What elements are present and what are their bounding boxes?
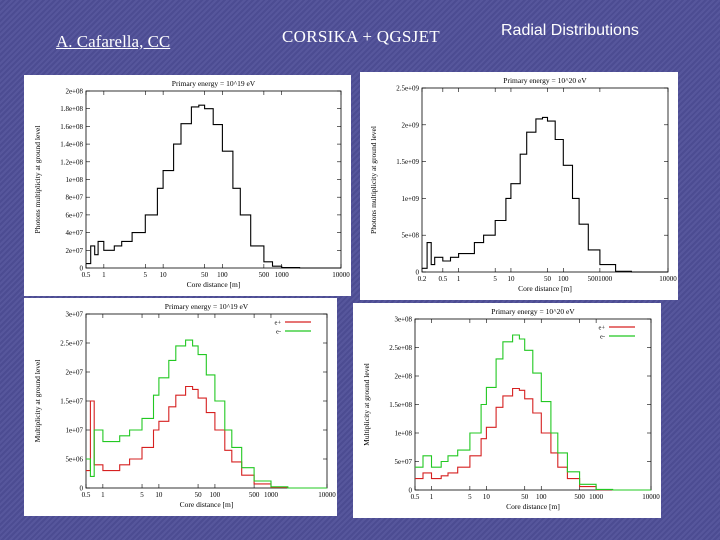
y-axis-label: Multiplicity at ground level [33,360,42,443]
x-tick-label: 10 [155,491,163,499]
y-tick-label: 2e+08 [394,373,412,381]
y-tick-label: 1.5e+08 [389,401,412,409]
x-tick-label: 50 [544,275,552,283]
plot-frame [421,87,669,273]
y-tick-label: 1e+08 [394,430,412,438]
x-tick-label: 5 [468,493,472,501]
y-tick-label: 1e+07 [65,427,83,435]
x-tick-label: 10000 [318,491,336,499]
series-line-e-a [415,387,651,491]
x-tick-label: 10000 [332,271,350,279]
legend-label: e- [600,334,605,341]
author-label: A. Cafarella, CC [56,32,171,51]
x-tick-label: 10000 [659,275,677,283]
x-tick-label: 100 [217,271,228,279]
x-tick-label: 1000 [264,491,279,499]
series-line-e-b [86,339,327,489]
x-tick-label: 0.2 [418,275,427,283]
chart-title: Primary energy = 10^20 eV [491,307,575,316]
x-tick-label: 50 [195,491,203,499]
y-tick-label: 0 [80,265,84,273]
x-tick-label: 100 [210,491,221,499]
y-tick-label: 3e+07 [65,311,83,319]
y-tick-label: 1e+09 [401,195,419,203]
y-axis-label: Photons multiplicity at ground level [33,126,42,234]
chart-title: Primary energy = 10^19 eV [172,79,256,88]
y-tick-label: 5e+06 [65,456,83,464]
x-tick-label: 100 [558,275,569,283]
x-tick-label: 0.5 [82,491,91,499]
x-tick-label: 5001000 [588,275,613,283]
y-tick-label: 1.5e+09 [396,158,419,166]
y-tick-label: 1.5e+07 [60,398,83,406]
y-tick-label: 3e+08 [394,316,412,324]
legend-label: e+ [274,320,281,327]
y-axis-label: Multiplicity at ground level [362,363,371,446]
y-tick-label: 2.5e+09 [396,85,419,93]
x-tick-label: 10 [483,493,491,501]
y-tick-label: 0 [409,487,413,495]
y-tick-label: 1.4e+08 [60,141,83,149]
chart-panel-photons-1e19: Primary energy = 10^19 eV 0 2e+07 4e+07 6e+0… [24,75,351,296]
x-tick-label: 1 [102,271,106,279]
x-axis-label: Core distance [m] [180,500,234,509]
chart-panel-electrons-1e19: Primary energy = 10^19 eV 0 5e+06 1e+07 1.5e… [24,298,337,516]
y-tick-label: 5e+07 [394,458,412,466]
x-tick-label: 1000 [275,271,290,279]
y-tick-label: 1.8e+08 [60,105,83,113]
x-tick-label: 500 [259,271,270,279]
x-tick-label: 0.5 [411,493,420,501]
y-tick-label: 2e+07 [65,369,83,377]
simulation-label: CORSIKA + QGSJET [282,27,440,46]
x-tick-label: 1 [430,493,434,501]
y-tick-label: 8e+07 [65,194,83,202]
y-tick-label: 0 [416,269,420,277]
x-tick-label: 500 [574,493,585,501]
y-tick-label: 0 [80,485,84,493]
y-tick-label: 2e+09 [401,121,419,129]
series-line-e-b [415,334,651,491]
y-tick-label: 4e+07 [65,229,83,237]
x-tick-label: 10000 [642,493,660,501]
x-axis-label: Core distance [m] [506,502,560,511]
series-line-photons-a [86,104,341,269]
chart-panel-photons-1e20: Primary energy = 10^20 eV 0 5e+08 1e+09 1.5e… [360,72,678,300]
x-tick-label: 1000 [589,493,604,501]
y-tick-label: 1.2e+08 [60,158,83,166]
x-axis-label: Core distance [m] [518,284,572,293]
series-line-photons-a [422,116,668,273]
x-tick-label: 10 [507,275,515,283]
x-tick-label: 500 [249,491,260,499]
legend-label: e+ [598,325,605,332]
series-line-e-a [86,385,327,489]
chart-panel-electrons-1e20: Primary energy = 10^20 eV 0 5e+07 1e+08 1.5e… [353,303,661,518]
y-tick-label: 1e+08 [65,176,83,184]
chart-title: Primary energy = 10^20 eV [503,76,587,85]
x-tick-label: 50 [521,493,529,501]
x-tick-label: 1 [457,275,461,283]
x-tick-label: 1 [101,491,105,499]
section-title: Radial Distributions [501,22,639,39]
legend-label: e- [276,329,281,336]
x-tick-label: 5 [144,271,148,279]
chart-title: Primary energy = 10^19 eV [165,302,249,311]
x-tick-label: 5 [140,491,144,499]
y-tick-label: 2.5e+08 [389,344,412,352]
y-tick-label: 2e+08 [65,88,83,96]
x-tick-label: 100 [536,493,547,501]
x-tick-label: 0.5 [82,271,91,279]
y-tick-label: 6e+07 [65,211,83,219]
x-tick-label: 5 [493,275,497,283]
x-tick-label: 0.5 [438,275,447,283]
y-tick-label: 2e+07 [65,247,83,255]
y-tick-label: 1.6e+08 [60,123,83,131]
y-tick-label: 5e+08 [401,232,419,240]
x-axis-label: Core distance [m] [187,280,241,289]
y-axis-label: Photons multiplicity at ground level [369,126,378,234]
y-tick-label: 2.5e+07 [60,340,83,348]
x-tick-label: 50 [201,271,209,279]
x-tick-label: 10 [160,271,168,279]
